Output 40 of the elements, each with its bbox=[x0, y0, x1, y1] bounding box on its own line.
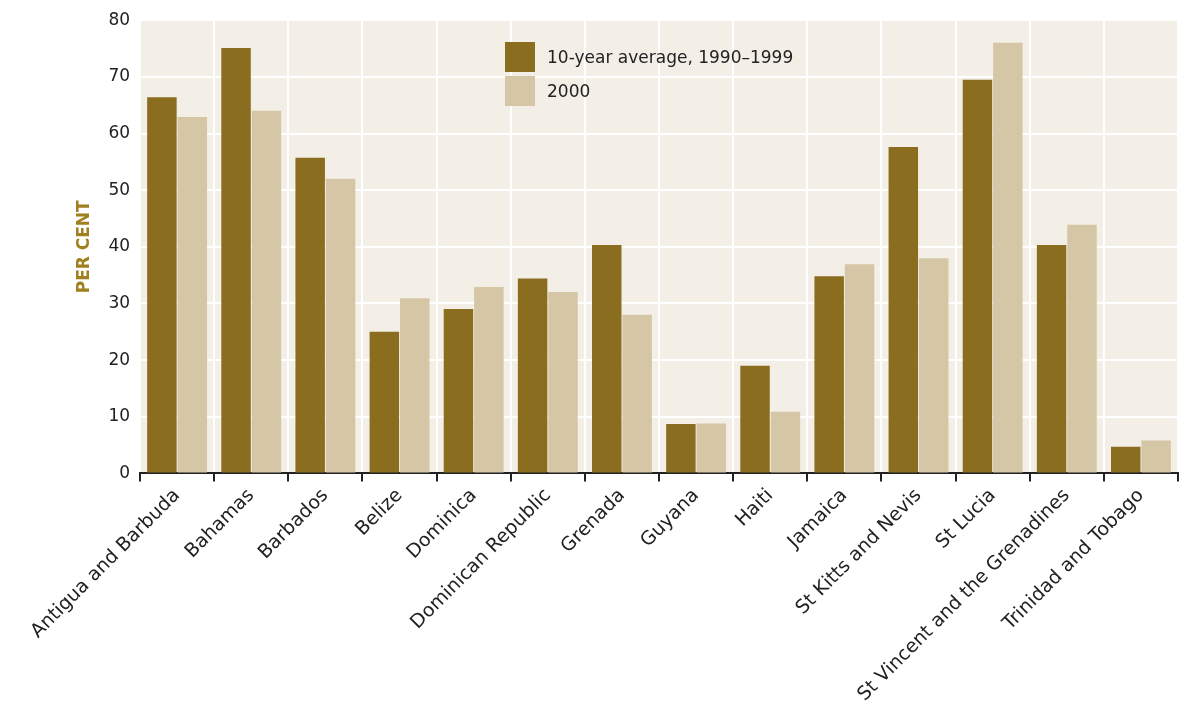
y-tick-label: 70 bbox=[108, 65, 131, 86]
bar bbox=[696, 423, 727, 473]
bar bbox=[177, 117, 208, 473]
bar bbox=[221, 47, 251, 473]
bar bbox=[814, 276, 844, 473]
y-tick-label: 40 bbox=[108, 235, 131, 256]
bar bbox=[1141, 440, 1171, 473]
bar bbox=[888, 147, 919, 473]
bar bbox=[1036, 245, 1067, 473]
bar bbox=[740, 365, 770, 473]
bar bbox=[666, 424, 696, 473]
y-tick-label: 60 bbox=[108, 121, 131, 142]
bar bbox=[325, 178, 356, 473]
bar bbox=[993, 42, 1023, 473]
y-tick-label: 80 bbox=[108, 8, 131, 29]
bar bbox=[962, 79, 993, 473]
legend-label: 10-year average, 1990–1999 bbox=[547, 47, 794, 67]
bar bbox=[251, 110, 282, 473]
y-tick-label: 20 bbox=[108, 348, 131, 369]
bar bbox=[592, 245, 622, 473]
bar bbox=[399, 298, 430, 473]
bar bbox=[1110, 446, 1141, 473]
bar bbox=[622, 314, 652, 473]
y-tick-label: 0 bbox=[119, 461, 131, 482]
bar bbox=[147, 97, 177, 473]
y-tick-label: 50 bbox=[108, 178, 131, 199]
y-axis-title: PER CENT bbox=[72, 199, 93, 294]
bar bbox=[918, 258, 949, 473]
bar bbox=[548, 292, 578, 473]
bar bbox=[369, 331, 400, 473]
y-tick-label: 10 bbox=[108, 405, 131, 426]
bar bbox=[770, 411, 801, 473]
bar bbox=[1067, 224, 1097, 473]
bar bbox=[443, 309, 474, 473]
y-tick-label: 30 bbox=[108, 291, 131, 312]
bar bbox=[517, 278, 548, 473]
bar bbox=[844, 264, 875, 473]
legend-label: 2000 bbox=[547, 81, 591, 101]
bar bbox=[474, 287, 504, 473]
bar bbox=[295, 157, 325, 473]
